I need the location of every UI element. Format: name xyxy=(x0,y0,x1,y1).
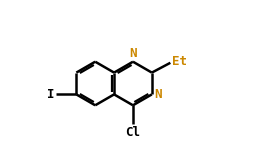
Text: I: I xyxy=(46,88,54,101)
Text: Et: Et xyxy=(171,55,186,68)
Text: N: N xyxy=(153,88,161,101)
Text: N: N xyxy=(129,47,136,60)
Text: Cl: Cl xyxy=(125,126,140,139)
